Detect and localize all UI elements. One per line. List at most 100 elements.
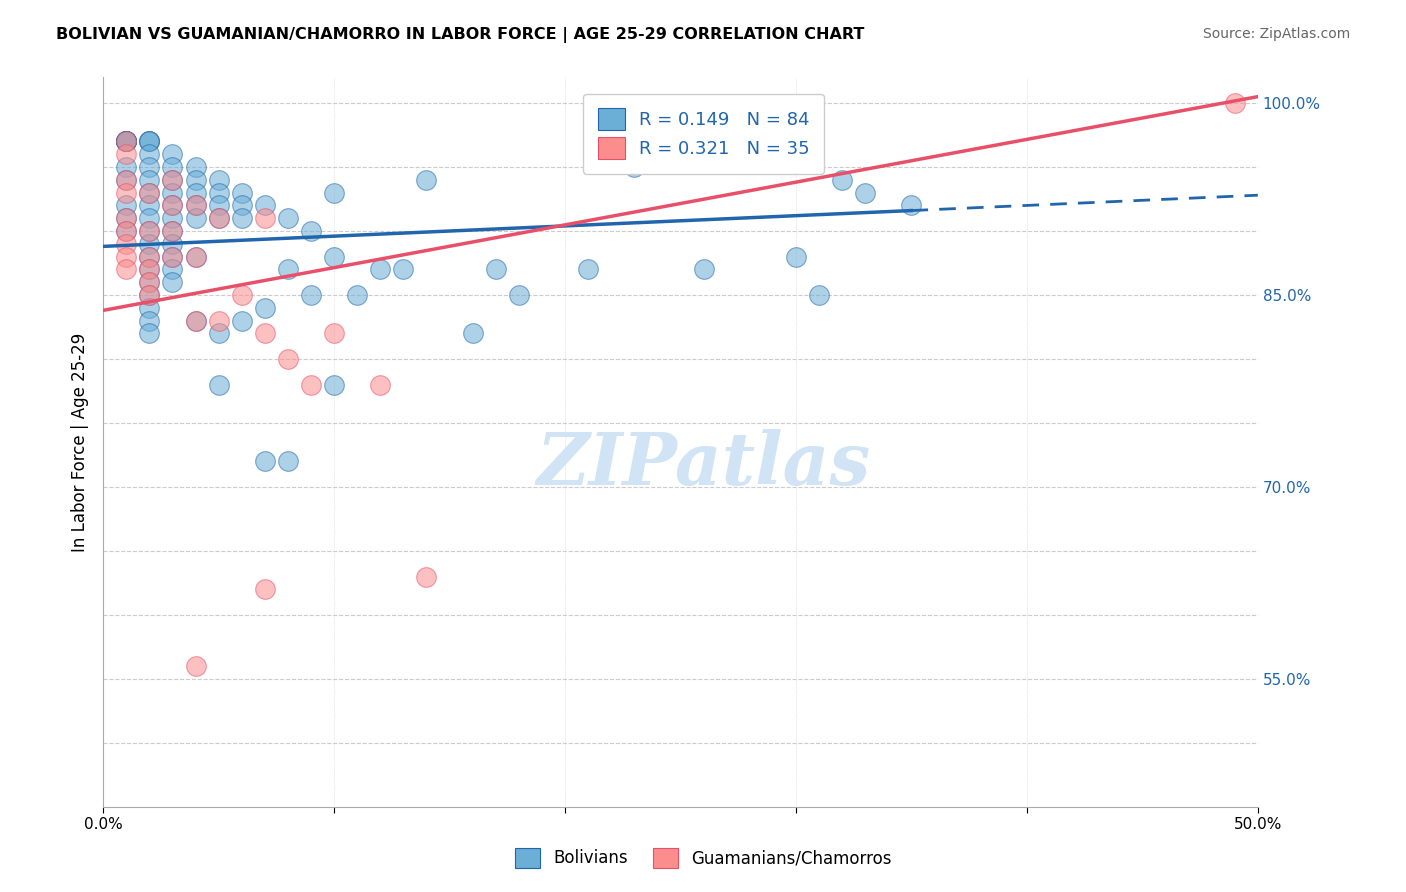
Point bbox=[138, 288, 160, 302]
Point bbox=[162, 147, 184, 161]
Point bbox=[115, 135, 138, 149]
Point bbox=[253, 301, 276, 315]
Point bbox=[162, 236, 184, 251]
Point bbox=[900, 198, 922, 212]
Point bbox=[138, 250, 160, 264]
Point bbox=[299, 288, 322, 302]
Point bbox=[184, 173, 207, 187]
Point bbox=[162, 262, 184, 277]
Point bbox=[115, 224, 138, 238]
Point bbox=[138, 186, 160, 200]
Point bbox=[253, 326, 276, 341]
Point bbox=[184, 313, 207, 327]
Point bbox=[323, 250, 346, 264]
Point bbox=[115, 135, 138, 149]
Point bbox=[576, 262, 599, 277]
Point bbox=[207, 211, 229, 226]
Point bbox=[853, 186, 876, 200]
Point bbox=[485, 262, 508, 277]
Point bbox=[115, 224, 138, 238]
Point bbox=[115, 135, 138, 149]
Point bbox=[115, 186, 138, 200]
Point bbox=[207, 173, 229, 187]
Point bbox=[162, 211, 184, 226]
Point bbox=[207, 377, 229, 392]
Point bbox=[138, 224, 160, 238]
Point bbox=[277, 262, 299, 277]
Point bbox=[138, 250, 160, 264]
Point bbox=[692, 262, 714, 277]
Point bbox=[162, 198, 184, 212]
Point bbox=[231, 186, 253, 200]
Point bbox=[184, 186, 207, 200]
Point bbox=[231, 288, 253, 302]
Point bbox=[138, 224, 160, 238]
Legend: Bolivians, Guamanians/Chamorros: Bolivians, Guamanians/Chamorros bbox=[508, 841, 898, 875]
Point bbox=[138, 135, 160, 149]
Legend: R = 0.149   N = 84, R = 0.321   N = 35: R = 0.149 N = 84, R = 0.321 N = 35 bbox=[583, 94, 824, 174]
Point bbox=[346, 288, 368, 302]
Point bbox=[207, 211, 229, 226]
Point bbox=[277, 351, 299, 366]
Point bbox=[415, 173, 437, 187]
Point bbox=[253, 454, 276, 468]
Point bbox=[207, 198, 229, 212]
Text: BOLIVIAN VS GUAMANIAN/CHAMORRO IN LABOR FORCE | AGE 25-29 CORRELATION CHART: BOLIVIAN VS GUAMANIAN/CHAMORRO IN LABOR … bbox=[56, 27, 865, 43]
Point bbox=[184, 198, 207, 212]
Point bbox=[138, 135, 160, 149]
Point bbox=[138, 135, 160, 149]
Point bbox=[368, 262, 391, 277]
Point bbox=[115, 250, 138, 264]
Point bbox=[162, 173, 184, 187]
Point bbox=[461, 326, 484, 341]
Point bbox=[184, 160, 207, 174]
Point bbox=[415, 569, 437, 583]
Point bbox=[785, 250, 807, 264]
Point bbox=[299, 377, 322, 392]
Point bbox=[323, 326, 346, 341]
Point bbox=[162, 250, 184, 264]
Point bbox=[138, 301, 160, 315]
Point bbox=[162, 224, 184, 238]
Point bbox=[138, 275, 160, 289]
Point bbox=[115, 160, 138, 174]
Point bbox=[162, 250, 184, 264]
Point bbox=[162, 224, 184, 238]
Point bbox=[115, 135, 138, 149]
Point bbox=[138, 173, 160, 187]
Text: Source: ZipAtlas.com: Source: ZipAtlas.com bbox=[1202, 27, 1350, 41]
Point bbox=[115, 211, 138, 226]
Point bbox=[323, 186, 346, 200]
Point bbox=[253, 211, 276, 226]
Point bbox=[115, 135, 138, 149]
Point bbox=[368, 377, 391, 392]
Point bbox=[207, 326, 229, 341]
Point bbox=[299, 224, 322, 238]
Point bbox=[138, 262, 160, 277]
Point bbox=[184, 250, 207, 264]
Point bbox=[277, 454, 299, 468]
Point bbox=[184, 313, 207, 327]
Y-axis label: In Labor Force | Age 25-29: In Labor Force | Age 25-29 bbox=[72, 333, 89, 552]
Point bbox=[115, 135, 138, 149]
Point bbox=[207, 186, 229, 200]
Point bbox=[162, 198, 184, 212]
Point bbox=[115, 211, 138, 226]
Point bbox=[1223, 96, 1246, 111]
Point bbox=[138, 160, 160, 174]
Point bbox=[138, 326, 160, 341]
Point bbox=[508, 288, 530, 302]
Point bbox=[115, 135, 138, 149]
Point bbox=[392, 262, 415, 277]
Point bbox=[115, 262, 138, 277]
Point bbox=[115, 236, 138, 251]
Point bbox=[253, 198, 276, 212]
Point bbox=[115, 173, 138, 187]
Point bbox=[277, 211, 299, 226]
Point bbox=[253, 582, 276, 597]
Point bbox=[138, 288, 160, 302]
Point bbox=[162, 160, 184, 174]
Point bbox=[162, 275, 184, 289]
Point bbox=[231, 198, 253, 212]
Point bbox=[138, 186, 160, 200]
